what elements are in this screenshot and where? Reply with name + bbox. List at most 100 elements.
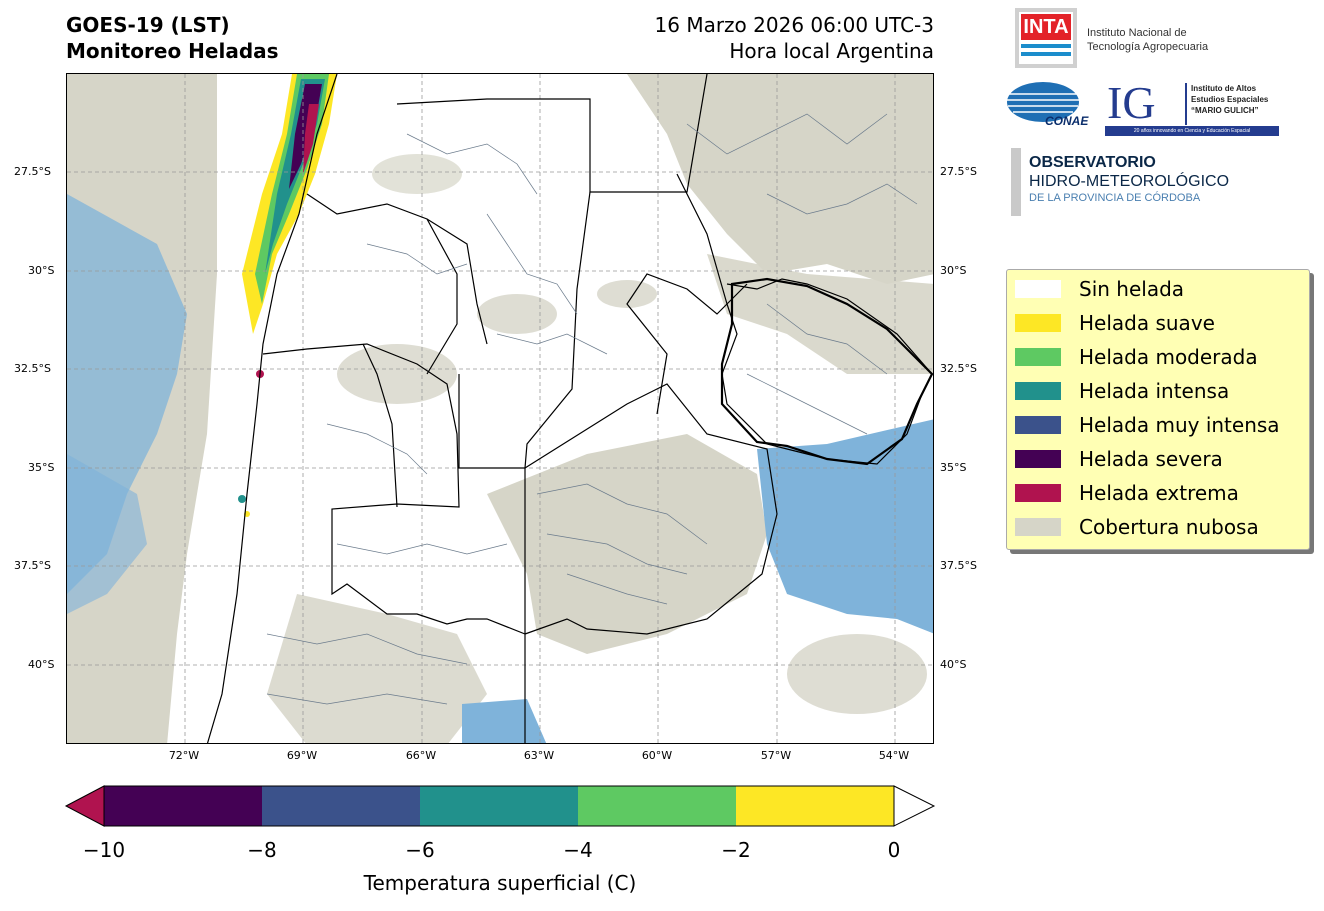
legend-label: Helada muy intensa (1079, 413, 1280, 437)
lon-label-3: 63°W (523, 749, 555, 762)
legend-label: Helada intensa (1079, 379, 1230, 403)
ig-logo: IG Instituto de Altos Estudios Espaciale… (1105, 77, 1279, 137)
inta-text: Instituto Nacional de Tecnología Agropec… (1087, 26, 1208, 54)
lat-label-left-1: 30°S (28, 264, 55, 277)
inta-text-line2: Tecnología Agropecuaria (1087, 41, 1209, 53)
lat-label-right-4: 37.5°S (940, 559, 977, 572)
observatorio-logo: OBSERVATORIO HIDRO-METEOROLÓGICO DE LA P… (1029, 154, 1229, 205)
colorbar-over-arrow (893, 785, 936, 827)
ig-text-line3: “MARIO GULICH” (1191, 106, 1259, 115)
colorbar-tick: −2 (721, 838, 751, 862)
department-lines (266, 113, 918, 705)
legend-item: Helada intensa (1015, 378, 1229, 404)
colorbar-tick: −4 (563, 838, 593, 862)
lat-label-left-4: 37.5°S (14, 559, 51, 572)
lon-label-2: 66°W (405, 749, 437, 762)
title-line-1: GOES-19 (LST) (66, 13, 230, 37)
cloud-patch-1 (337, 344, 457, 404)
obs-line3: DE LA PROVINCIA DE CÓRDOBA (1029, 192, 1201, 204)
colorbar-tick: −6 (405, 838, 435, 862)
legend-item: Helada muy intensa (1015, 412, 1280, 438)
obs-line2: HIDRO-METEOROLÓGICO (1029, 173, 1230, 190)
province-borders (206, 74, 933, 743)
legend-swatch (1015, 484, 1061, 502)
andes-clear (177, 74, 317, 743)
lon-label-0: 72°W (168, 749, 200, 762)
legend-label: Helada extrema (1079, 481, 1239, 505)
cloud-patch-5 (787, 634, 927, 714)
legend-label: Cobertura nubosa (1079, 515, 1259, 539)
legend-swatch (1015, 450, 1061, 468)
ig-mark: IG (1107, 77, 1156, 128)
colorbar-title: Temperatura superficial (C) (363, 871, 637, 895)
logos-panel: INTA Instituto Nacional de Tecnología Ag… (1003, 0, 1324, 230)
colorbar-tick: 0 (887, 838, 901, 862)
lat-label-right-1: 30°S (940, 264, 967, 277)
colorbar-segment (262, 786, 420, 826)
ig-tagline: 20 años innovando en Ciencia y Educación… (1105, 126, 1279, 136)
colorbar (64, 784, 936, 828)
legend-swatch (1015, 416, 1061, 434)
frost-extrema-band (303, 104, 319, 174)
cloud-patch-3 (597, 280, 657, 308)
legend-label: Sin helada (1079, 277, 1185, 301)
colorbar-tick: −10 (82, 838, 126, 862)
obs-line1: OBSERVATORIO (1029, 154, 1156, 171)
conae-globe-icon (1007, 82, 1079, 122)
legend-swatch (1015, 314, 1061, 332)
ig-text-line2: Estudios Espaciales (1191, 95, 1269, 104)
colorbar-segment (736, 786, 894, 826)
lat-label-left-2: 32.5°S (14, 362, 51, 375)
lon-label-1: 69°W (286, 749, 318, 762)
pacific-water-south (67, 454, 147, 614)
legend: Sin helada Helada suave Helada moderada … (1006, 269, 1310, 550)
legend-item: Sin helada (1015, 276, 1184, 302)
colorbar-segment (104, 786, 262, 826)
colorbar-tick: −8 (247, 838, 277, 862)
date-line: 16 Marzo 2026 06:00 UTC-3 (654, 13, 934, 37)
ig-text: Instituto de Altos Estudios Espaciales “… (1191, 83, 1268, 116)
cloud-buenos-aires (487, 434, 767, 654)
obs-bar (1011, 148, 1021, 216)
inta-logo: INTA (1015, 8, 1077, 68)
legend-item: Helada severa (1015, 446, 1223, 472)
lat-label-right-0: 27.5°S (940, 165, 977, 178)
legend-label: Helada moderada (1079, 345, 1258, 369)
map-datetime: 16 Marzo 2026 06:00 UTC-3 Hora local Arg… (655, 12, 934, 64)
lon-label-5: 57°W (760, 749, 792, 762)
legend-swatch (1015, 348, 1061, 366)
atlantic-water (757, 419, 933, 634)
colorbar-segment (578, 786, 736, 826)
legend-label: Helada severa (1079, 447, 1223, 471)
colorbar-svg (64, 785, 936, 827)
colorbar-under-arrow (64, 785, 105, 827)
legend-item: Cobertura nubosa (1015, 514, 1259, 540)
inta-text-line1: Instituto Nacional de (1087, 27, 1187, 39)
cloud-patch-2 (477, 294, 557, 334)
legend-item: Helada extrema (1015, 480, 1239, 506)
ig-text-line1: Instituto de Altos (1191, 84, 1257, 93)
legend-swatch (1015, 280, 1061, 298)
map-svg (67, 74, 933, 743)
frost-spot-2 (238, 495, 246, 503)
inta-mark: INTA (1021, 14, 1071, 40)
cloud-patagonia (267, 594, 487, 743)
legend-item: Helada moderada (1015, 344, 1258, 370)
title-line-2: Monitoreo Heladas (66, 39, 279, 63)
lat-label-right-3: 35°S (940, 461, 967, 474)
lat-label-right-2: 32.5°S (940, 362, 977, 375)
legend-swatch (1015, 382, 1061, 400)
lat-label-left-5: 40°S (28, 658, 55, 671)
local-time-line: Hora local Argentina (729, 39, 934, 63)
cloud-uruguay-north (707, 254, 933, 374)
conae-logo: CONAE (1005, 80, 1089, 130)
legend-item: Helada suave (1015, 310, 1215, 336)
lon-label-4: 60°W (641, 749, 673, 762)
lat-label-right-5: 40°S (940, 658, 967, 671)
conae-text: CONAE (1045, 114, 1089, 128)
colorbar-segment (420, 786, 578, 826)
legend-swatch (1015, 518, 1061, 536)
lat-label-left-3: 35°S (28, 461, 55, 474)
frost-map (66, 73, 934, 744)
uruguay-border (720, 277, 933, 466)
